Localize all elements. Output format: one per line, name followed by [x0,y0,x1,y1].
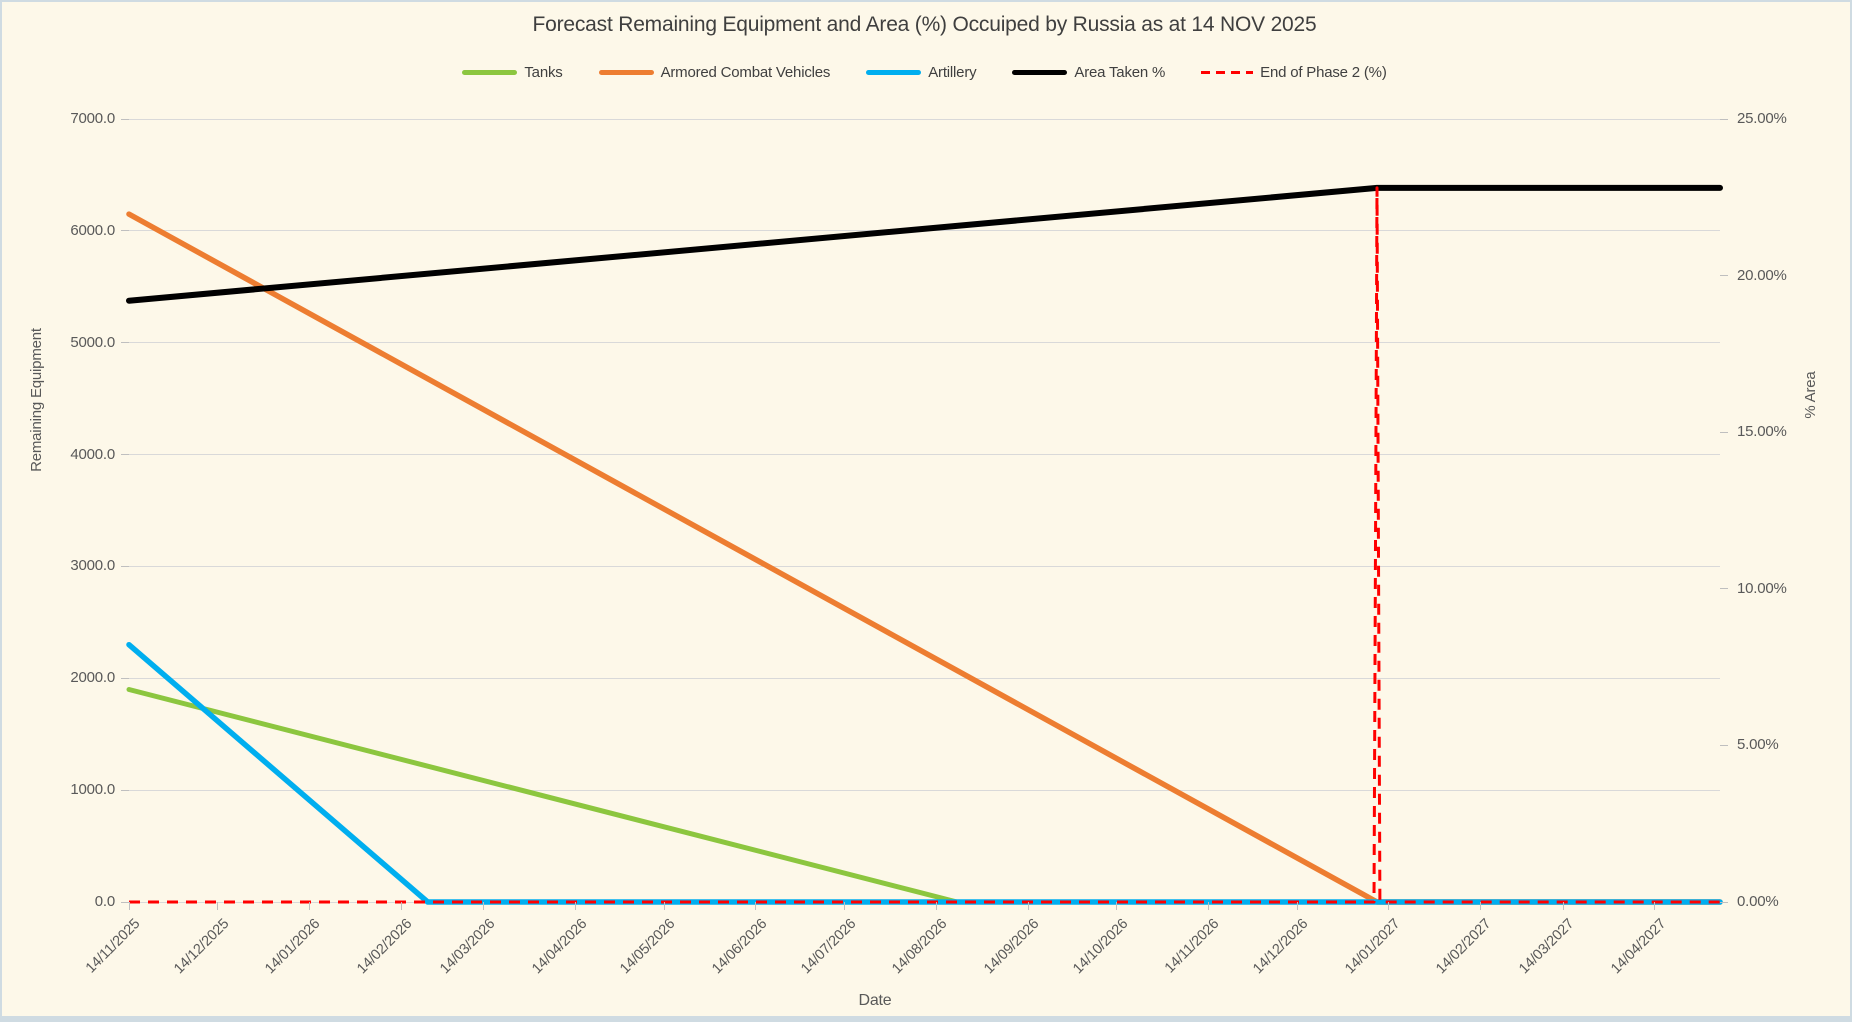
gridline [129,565,1720,567]
y-axis-left-tick-label: 7000.0 [70,110,115,127]
legend-item-armored-combat-vehicles: Armored Combat Vehicles [598,63,831,81]
y-axis-right-tick [1720,118,1728,120]
legend-label: Area Taken % [1074,63,1166,81]
x-axis-tick-label: 14/01/2026 [262,916,324,978]
gridline [129,677,1720,679]
y-axis-left-tick [121,342,129,344]
y-axis-left-tick-label: 6000.0 [70,221,115,239]
legend-swatch-area-taken [1012,69,1068,75]
legend-label: Artillery [928,63,977,81]
gridline [129,342,1720,344]
y-axis-right-tick [1720,901,1728,903]
y-axis-right-tick [1720,744,1728,746]
x-axis-tick [1116,902,1118,910]
x-axis-tick [1654,902,1656,910]
x-axis-tick [1296,902,1298,910]
y-axis-left-tick [121,118,129,120]
x-axis-tick-label: 14/06/2026 [709,916,771,978]
x-axis-tick-label: 14/12/2026 [1250,916,1312,978]
y-axis-right-tick [1720,275,1728,277]
x-axis-tick-label: 14/01/2027 [1341,916,1404,978]
x-axis-tick-label: 14/04/2027 [1608,916,1670,978]
x-axis-tick [1388,902,1390,910]
y-axis-left-tick [121,230,129,232]
legend-swatch-armored-combat-vehicles [598,69,654,75]
y-axis-left-tick-label: 5000.0 [70,333,115,351]
legend-swatch-tanks [462,69,518,75]
y-axis-left-tick-label: 4000.0 [70,445,115,463]
legend-label: End of Phase 2 (%) [1260,63,1387,81]
x-axis-tick [1562,902,1564,910]
y-axis-left-tick [121,789,129,791]
y-axis-left-tick [121,454,129,456]
chart-title: Forecast Remaining Equipment and Area (%… [532,13,1317,36]
y-axis-left-tick [121,901,129,903]
x-axis-tick [128,902,130,910]
y-axis-right-tick-label: 5.00% [1737,736,1779,754]
x-axis-tick-label: 14/10/2026 [1069,916,1132,978]
x-axis-tick-label: 14/11/2026 [1162,916,1223,977]
x-axis-tick [217,902,219,910]
x-axis-tick [844,902,846,910]
y-axis-left-tick [121,565,129,567]
x-axis-title: Date [858,992,892,1009]
y-axis-title-right: % Area [1802,371,1819,419]
gridline [129,118,1720,120]
x-axis-tick [663,902,665,910]
legend-item-end-of-phase-2: End of Phase 2 (%) [1201,63,1387,81]
y-axis-right-tick-label: 0.00% [1737,893,1779,910]
y-axis-left-tick-label: 3000.0 [70,557,115,575]
legend-item-artillery: Artillery [866,63,977,81]
x-axis-tick [1027,902,1029,910]
y-axis-left-tick-label: 0.0 [94,893,115,910]
gridline [129,454,1720,456]
y-axis-right-tick-label: 25.00% [1737,110,1787,127]
x-axis-tick-label: 14/05/2026 [617,916,679,978]
plot-area [129,118,1720,903]
gridline [129,230,1720,232]
legend-item-tanks: Tanks [462,63,563,81]
legend-swatch-end-of-phase-2 [1201,70,1254,74]
y-axis-left-tick-label: 2000.0 [70,669,115,687]
legend-label: Armored Combat Vehicles [660,63,831,81]
x-axis-tick [755,902,757,910]
x-axis-tick [575,902,577,910]
legend: Tanks Armored Combat Vehicles Artillery Are… [129,60,1720,84]
x-axis-tick [1207,902,1209,910]
legend-item-area-taken: Area Taken % [1012,64,1165,81]
x-axis-tick-label: 14/11/2025 [82,916,144,977]
y-axis-right-tick [1720,588,1728,590]
x-axis-tick [935,902,937,910]
x-axis-tick-label: 14/04/2026 [528,916,590,978]
y-axis-right-tick [1720,431,1728,433]
y-axis-left-tick [121,677,129,679]
x-axis-tick [483,902,485,910]
y-axis-title-left: Remaining Equipment [28,328,45,472]
x-axis-tick [400,902,402,910]
y-axis-right-tick-label: 20.00% [1737,266,1787,284]
x-axis-tick [308,902,310,910]
gridline [129,789,1720,791]
y-axis-right-tick-label: 10.00% [1737,579,1787,597]
y-axis-right-tick-label: 15.00% [1737,423,1787,441]
legend-swatch-artillery [866,69,922,75]
legend-label: Tanks [524,63,563,81]
gridline [129,901,1720,903]
x-axis-tick [1479,902,1481,910]
y-axis-left-tick-label: 1000.0 [70,781,115,799]
x-axis-tick-label: 14/12/2025 [170,916,233,978]
